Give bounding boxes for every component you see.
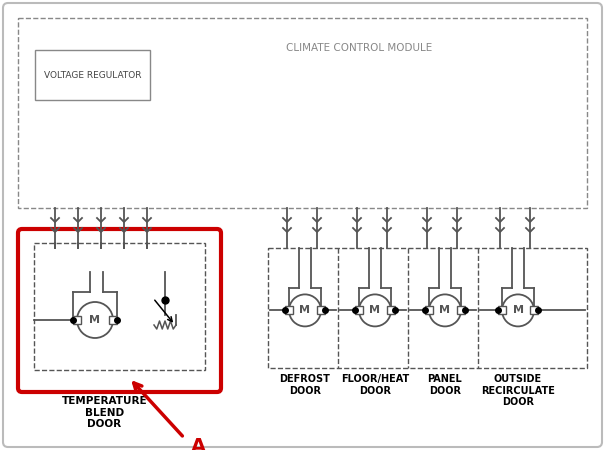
Text: DEFROST
DOOR: DEFROST DOOR — [280, 374, 330, 396]
Circle shape — [77, 302, 113, 338]
Text: CLIMATE CONTROL MODULE: CLIMATE CONTROL MODULE — [286, 43, 433, 53]
Text: M: M — [90, 315, 100, 325]
Bar — [18, 18, 587, 208]
Bar — [109, 316, 117, 324]
FancyBboxPatch shape — [18, 229, 221, 392]
Bar — [387, 306, 395, 315]
Text: M: M — [439, 306, 451, 315]
FancyBboxPatch shape — [3, 3, 602, 447]
Bar — [268, 248, 587, 368]
Circle shape — [289, 294, 321, 326]
Bar — [457, 306, 465, 315]
Circle shape — [359, 294, 391, 326]
Bar — [355, 306, 363, 315]
Text: OUTSIDE
RECIRCULATE
DOOR: OUTSIDE RECIRCULATE DOOR — [481, 374, 555, 407]
Circle shape — [429, 294, 461, 326]
Bar — [73, 316, 81, 324]
Bar — [34, 243, 205, 370]
Text: TEMPERATURE
BLEND
DOOR: TEMPERATURE BLEND DOOR — [62, 396, 147, 429]
Circle shape — [502, 294, 534, 326]
Text: M: M — [299, 306, 310, 315]
Bar — [35, 50, 150, 100]
Text: PANEL
DOOR: PANEL DOOR — [428, 374, 462, 396]
Text: M: M — [370, 306, 381, 315]
Text: FLOOR/HEAT
DOOR: FLOOR/HEAT DOOR — [341, 374, 409, 396]
Bar — [285, 306, 293, 315]
Text: M: M — [512, 306, 523, 315]
Bar — [498, 306, 506, 315]
Bar — [530, 306, 538, 315]
Text: A: A — [191, 436, 206, 450]
Text: VOLTAGE REGULATOR: VOLTAGE REGULATOR — [44, 71, 141, 80]
Bar — [317, 306, 325, 315]
Bar — [425, 306, 433, 315]
